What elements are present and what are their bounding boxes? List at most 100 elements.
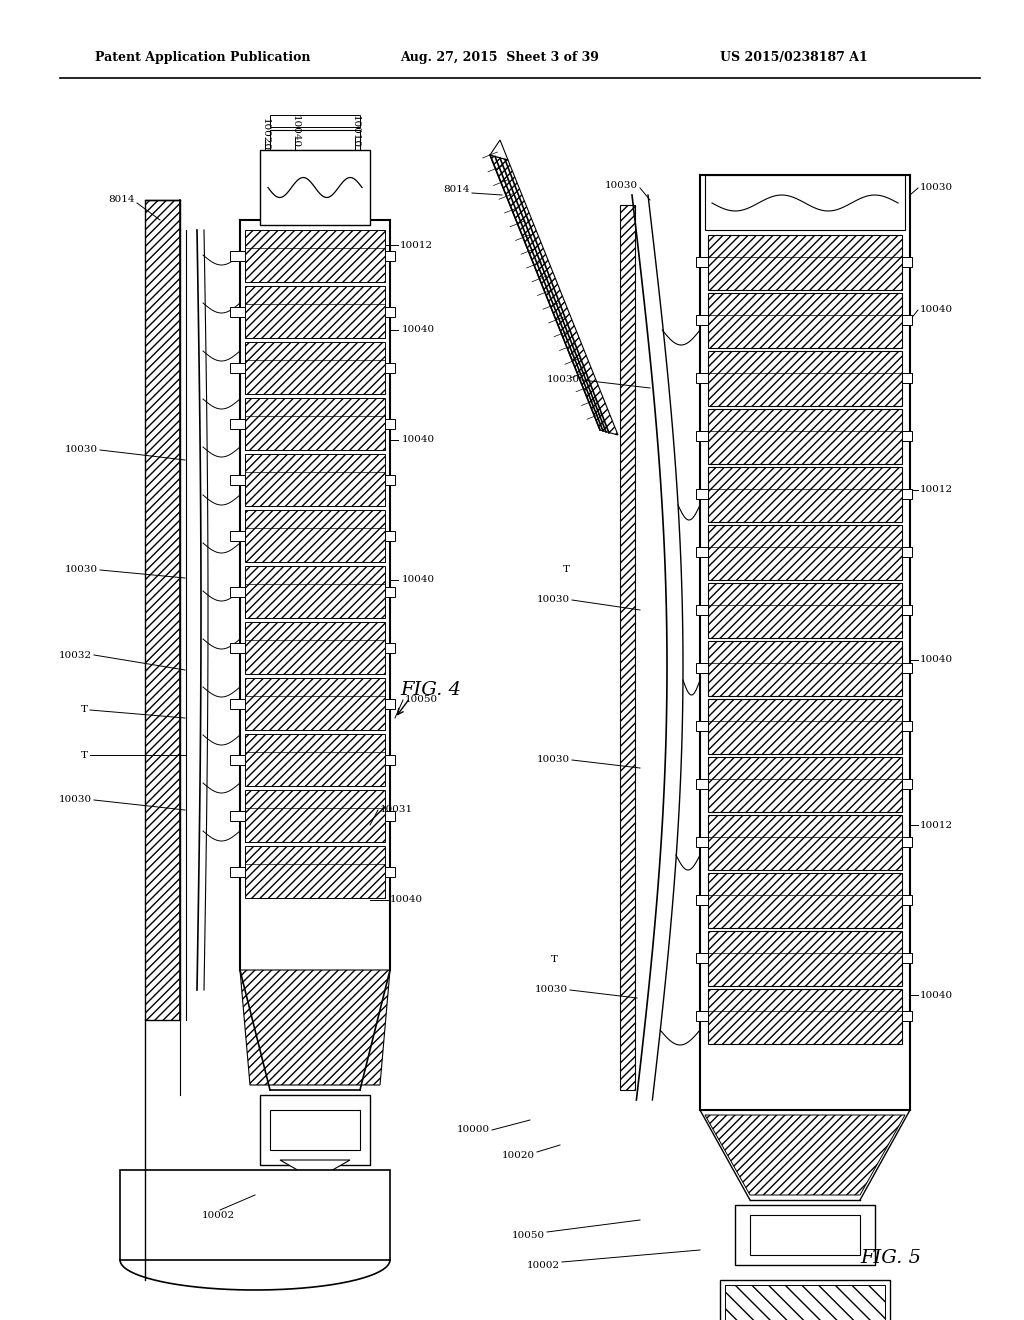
Bar (385, 867, 395, 876)
Text: T: T (563, 565, 570, 574)
Bar (902, 315, 912, 325)
Bar (902, 1011, 912, 1020)
Bar (708, 467, 902, 521)
Text: US 2015/0238187 A1: US 2015/0238187 A1 (720, 51, 867, 65)
Bar (270, 129, 360, 150)
Bar (385, 810, 395, 821)
Bar (385, 308, 395, 317)
Bar (270, 1110, 360, 1150)
Bar (230, 418, 245, 429)
Bar (696, 374, 708, 383)
Bar (902, 488, 912, 499)
Text: T: T (551, 956, 558, 965)
Text: 10020: 10020 (260, 119, 269, 152)
Circle shape (652, 341, 660, 348)
Bar (902, 546, 912, 557)
Circle shape (667, 821, 674, 829)
Bar (696, 257, 708, 267)
Circle shape (668, 541, 676, 549)
Text: 10040: 10040 (920, 656, 953, 664)
Bar (245, 286, 385, 338)
Circle shape (648, 301, 655, 309)
Bar (620, 205, 635, 1090)
Bar (385, 643, 395, 653)
Bar (902, 257, 912, 267)
Bar (245, 454, 385, 506)
Circle shape (671, 701, 679, 709)
Bar (385, 475, 395, 484)
Polygon shape (725, 1284, 885, 1320)
Bar (696, 895, 708, 906)
Bar (708, 756, 902, 812)
Circle shape (670, 741, 678, 748)
Text: 10030: 10030 (605, 181, 638, 190)
Text: 10012: 10012 (920, 821, 953, 829)
Circle shape (660, 902, 669, 909)
Bar (696, 1011, 708, 1020)
Bar (705, 176, 905, 230)
Text: 10040: 10040 (402, 326, 435, 334)
Bar (120, 1170, 390, 1261)
Circle shape (660, 421, 669, 429)
Bar (696, 721, 708, 731)
Text: 10010: 10010 (350, 115, 359, 149)
Circle shape (663, 461, 671, 469)
Bar (230, 308, 245, 317)
Text: 10030: 10030 (65, 565, 98, 574)
Bar (230, 475, 245, 484)
Circle shape (670, 581, 678, 589)
Circle shape (644, 261, 652, 269)
Text: 10040: 10040 (920, 305, 953, 314)
Bar (696, 315, 708, 325)
Circle shape (648, 1020, 656, 1030)
Bar (708, 642, 902, 696)
Polygon shape (280, 1160, 350, 1180)
Bar (245, 734, 385, 785)
Text: 10020: 10020 (502, 1151, 535, 1159)
Text: 8014: 8014 (109, 195, 135, 205)
Bar (385, 363, 395, 374)
Bar (708, 525, 902, 579)
Circle shape (656, 381, 665, 389)
Bar (902, 779, 912, 789)
Bar (385, 531, 395, 541)
Bar (708, 931, 902, 986)
Text: 10050: 10050 (512, 1230, 545, 1239)
Bar (750, 1214, 860, 1255)
Text: 10040: 10040 (291, 115, 299, 149)
Text: 10040: 10040 (402, 576, 435, 585)
Bar (708, 235, 902, 290)
Bar (902, 663, 912, 673)
Bar (245, 678, 385, 730)
Bar (245, 566, 385, 618)
Bar (260, 1096, 370, 1166)
Polygon shape (490, 154, 618, 436)
Bar (696, 605, 708, 615)
Text: 10030: 10030 (58, 796, 92, 804)
Text: 10040: 10040 (402, 436, 435, 445)
Bar (902, 721, 912, 731)
Circle shape (639, 220, 647, 228)
Bar (230, 700, 245, 709)
Text: 10030: 10030 (537, 595, 570, 605)
Bar (245, 342, 385, 393)
Bar (230, 810, 245, 821)
Bar (270, 115, 360, 127)
Bar (708, 873, 902, 928)
Bar (230, 363, 245, 374)
Bar (735, 1205, 874, 1265)
Bar (902, 953, 912, 964)
Polygon shape (490, 140, 508, 160)
Text: 10030: 10030 (535, 986, 568, 994)
Text: 10002: 10002 (202, 1210, 234, 1220)
Polygon shape (240, 970, 390, 1085)
Bar (245, 230, 385, 282)
Bar (245, 622, 385, 675)
Circle shape (656, 941, 665, 949)
Text: FIG. 4: FIG. 4 (400, 681, 461, 700)
Text: 10032: 10032 (58, 651, 92, 660)
Text: 10000: 10000 (457, 1126, 490, 1134)
Bar (708, 583, 902, 638)
Text: 10031: 10031 (380, 805, 413, 814)
Circle shape (664, 861, 671, 869)
